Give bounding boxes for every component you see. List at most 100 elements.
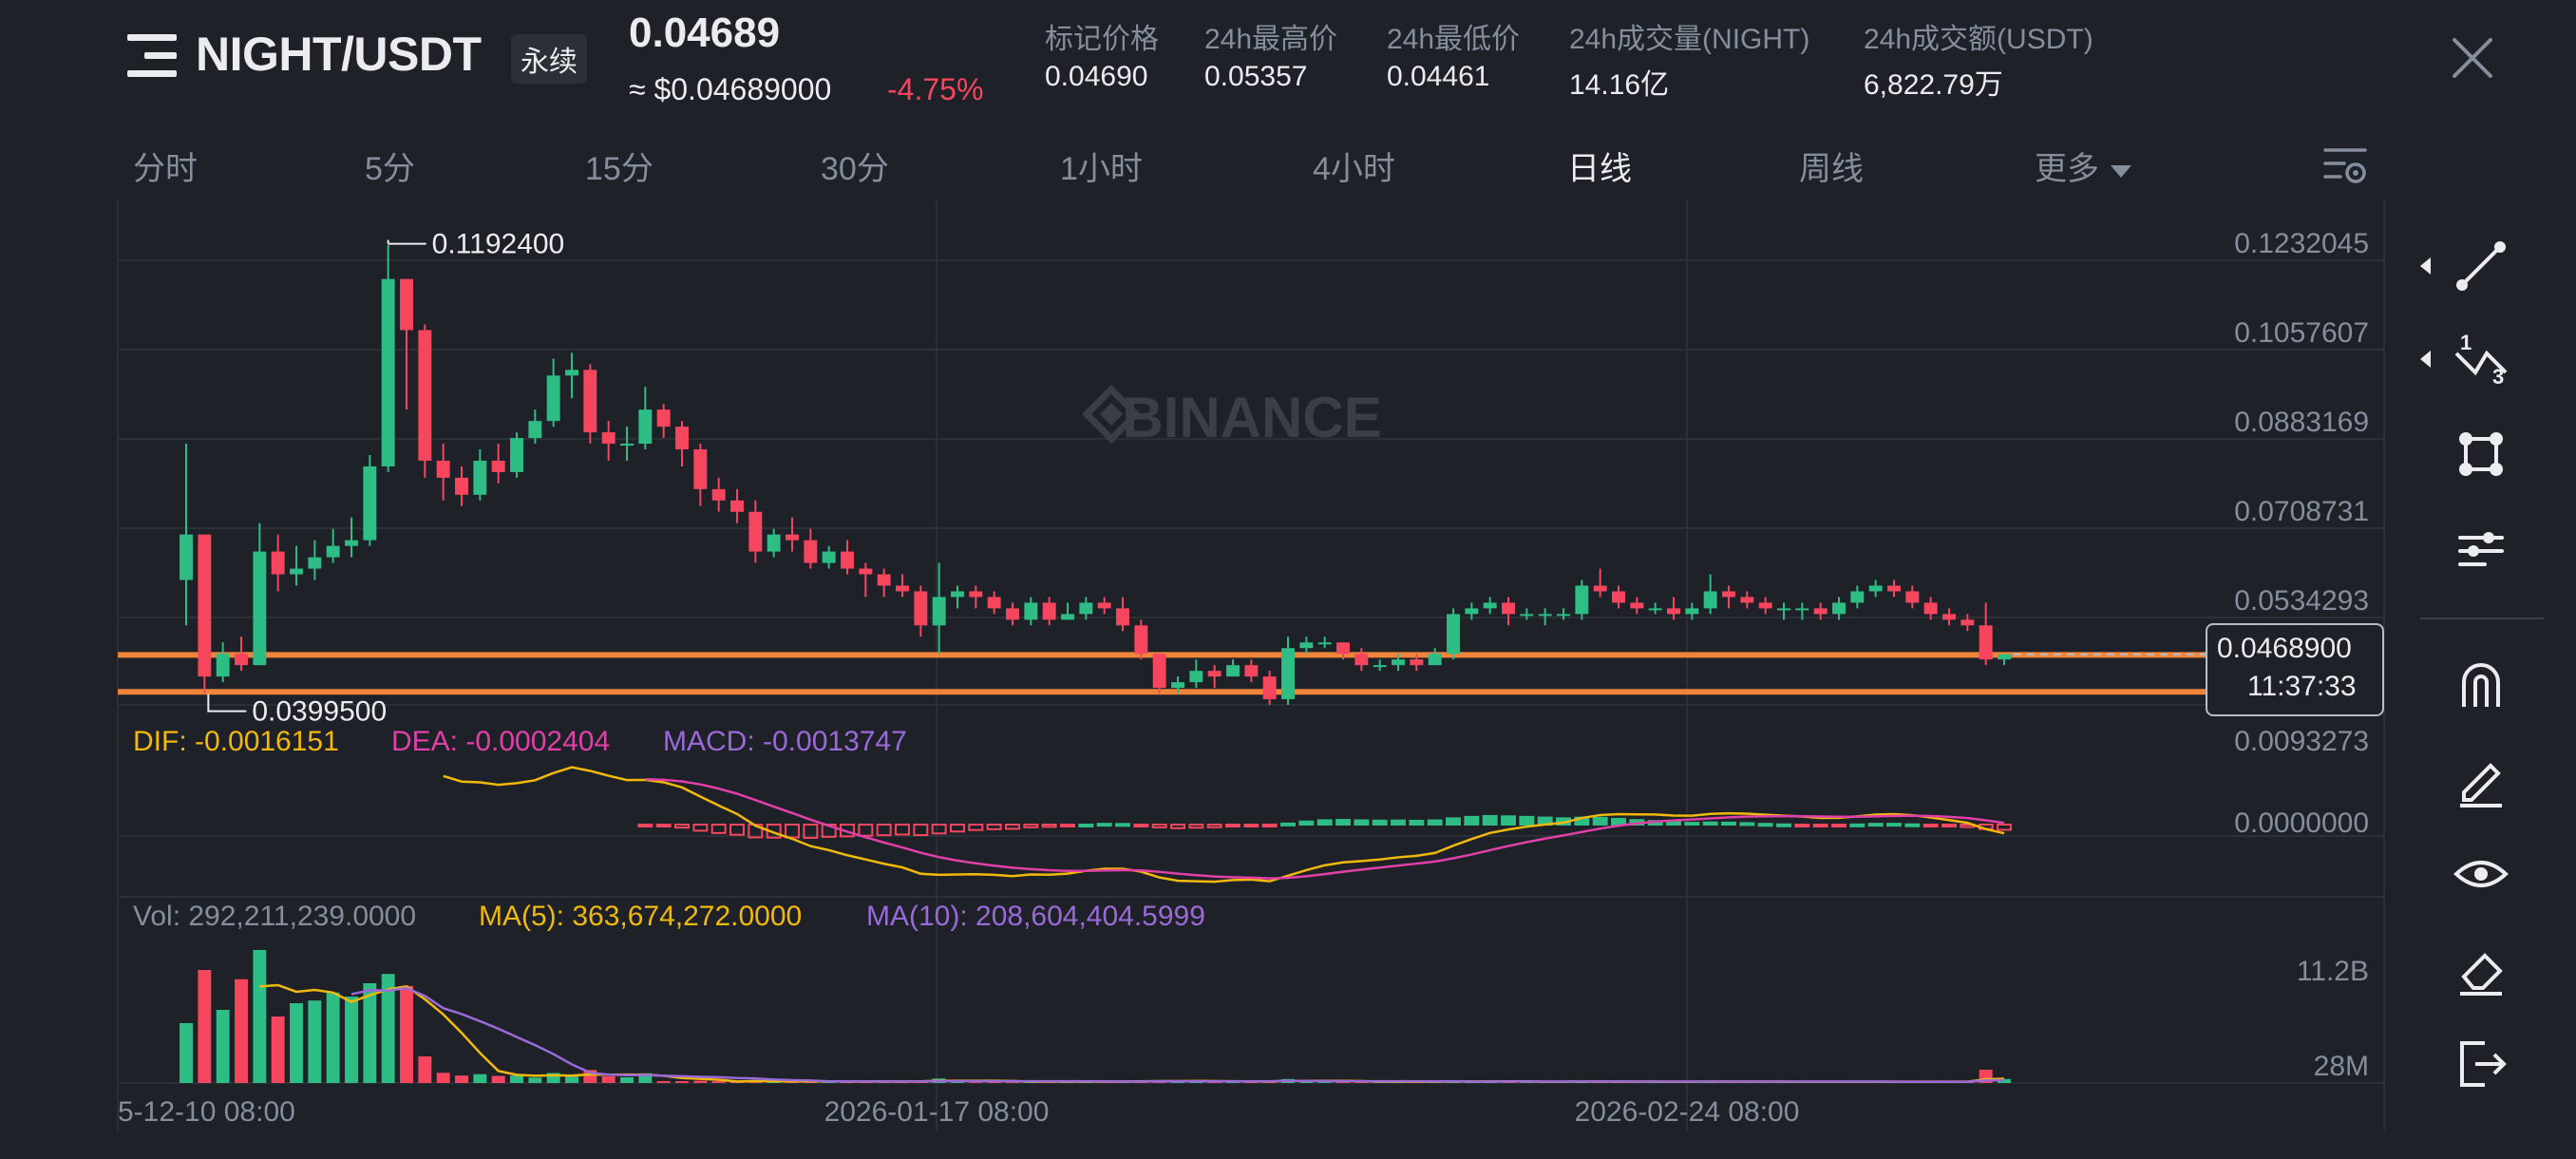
- macd-bar: [1519, 815, 1535, 826]
- macd-bar: [1078, 823, 1094, 827]
- macd-bar: [1005, 824, 1020, 830]
- candle: [216, 654, 230, 677]
- macd-bar: [1904, 823, 1921, 827]
- macd-bar: [1464, 815, 1480, 826]
- candle: [841, 551, 854, 569]
- macd-bar: [1923, 824, 1939, 827]
- tab-more[interactable]: 更多: [2035, 142, 2131, 189]
- candle: [1960, 619, 1975, 626]
- eraser-tool[interactable]: [2447, 935, 2515, 1003]
- candle: [1024, 602, 1038, 620]
- tab-1d[interactable]: 日线: [1567, 151, 1632, 187]
- tab-30m[interactable]: 30分: [821, 151, 889, 187]
- candle: [1832, 602, 1846, 615]
- tab-1h[interactable]: 1小时: [1060, 151, 1143, 187]
- chart-settings-icon[interactable]: [2321, 144, 2369, 188]
- candle: [1868, 585, 1883, 592]
- price-axis-label: 0.0000000: [2234, 808, 2369, 839]
- macd-bar: [785, 824, 800, 839]
- macd-bar: [1041, 824, 1057, 828]
- candle: [748, 511, 763, 552]
- macd-bar: [1592, 816, 1608, 826]
- eye-icon: [2453, 861, 2509, 887]
- macd-bar: [1151, 824, 1167, 828]
- stat-24h-turnover-label: 24h成交额(USDT): [1864, 24, 2093, 55]
- last-price: 0.04689: [629, 10, 781, 56]
- candle: [510, 438, 523, 472]
- macd-bar: [1739, 822, 1755, 826]
- tab-4h[interactable]: 4小时: [1313, 151, 1395, 187]
- volume-bar: [436, 1073, 450, 1083]
- candle: [1428, 654, 1442, 666]
- candle: [381, 278, 395, 466]
- menu-icon[interactable]: [127, 34, 177, 78]
- current-price-box: [2206, 623, 2384, 716]
- close-icon[interactable]: [2449, 34, 2496, 82]
- magnet-tool[interactable]: [2447, 650, 2515, 718]
- shape-tool[interactable]: [2447, 420, 2515, 488]
- price-change-pct: -4.75%: [887, 72, 984, 106]
- expand-arrow-icon[interactable]: [2420, 257, 2431, 275]
- high-price-label: 0.1192400: [432, 229, 565, 260]
- candle: [253, 551, 267, 666]
- candle: [1942, 614, 1956, 620]
- visibility-tool[interactable]: [2447, 840, 2515, 908]
- expand-arrow-icon[interactable]: [2420, 351, 2431, 368]
- macd-bar: [1812, 824, 1828, 827]
- candles: [180, 244, 2011, 705]
- volume-bar: [253, 950, 267, 1083]
- candle: [1189, 671, 1203, 683]
- usd-price: ≈ $0.04689000: [629, 72, 832, 106]
- stat-24h-volume-value: 14.16亿: [1569, 69, 1670, 101]
- macd-bar: [1886, 823, 1902, 827]
- candle: [235, 654, 248, 666]
- candle: [1998, 654, 2011, 660]
- indicator-tool[interactable]: [2447, 515, 2515, 583]
- candle: [1116, 608, 1129, 626]
- date-axis-label: 2026-02-24 08:00: [1575, 1096, 1800, 1128]
- symbol-title[interactable]: NIGHT/USDT: [196, 28, 482, 81]
- pencil-tool[interactable]: [2447, 745, 2515, 813]
- volume-bar: [180, 1023, 193, 1083]
- macd-bar: [1372, 819, 1388, 826]
- price-axis-label: 0.1057607: [2234, 317, 2369, 349]
- stat-24h-low-label: 24h最低价: [1387, 24, 1521, 55]
- candle: [473, 460, 487, 495]
- exit-tool[interactable]: [2447, 1030, 2515, 1098]
- candle: [1740, 597, 1754, 603]
- candle: [400, 278, 413, 331]
- candle: [1667, 608, 1680, 615]
- tab-15m[interactable]: 15分: [585, 151, 653, 187]
- high-annotation-line: [387, 239, 426, 245]
- price-axis-label: 0.1232045: [2234, 228, 2369, 259]
- price-axis-label: 0.0093273: [2234, 726, 2369, 757]
- binance-logo-icon: [1082, 385, 1141, 444]
- svg-text:3: 3: [2492, 365, 2504, 389]
- candle: [1392, 659, 1405, 666]
- macd-bar: [1757, 823, 1773, 827]
- tab-5m[interactable]: 5分: [365, 151, 415, 187]
- macd-bar: [729, 824, 745, 836]
- macd-bar: [1611, 817, 1626, 826]
- macd-bar: [1261, 824, 1278, 827]
- volume-bar: [363, 983, 377, 1083]
- volume-label: Vol: 292,211,239.0000: [133, 901, 416, 932]
- candle: [859, 568, 873, 575]
- volume-bar: [601, 1076, 616, 1083]
- volume-bar: [656, 1081, 671, 1083]
- candle: [1520, 614, 1534, 617]
- macd-bar: [950, 824, 965, 833]
- candle: [1079, 602, 1093, 615]
- volume-bar: [620, 1077, 634, 1083]
- macd-bar: [1867, 823, 1884, 827]
- trend-line-tool[interactable]: [2420, 232, 2515, 300]
- tab-1w[interactable]: 周线: [1799, 151, 1864, 187]
- tab-time-share[interactable]: 分时: [133, 151, 198, 187]
- candle: [528, 421, 542, 439]
- volume-ma10-line: [350, 986, 2005, 1083]
- macd-bar: [1354, 819, 1370, 826]
- price-axis-label: 0.0883169: [2234, 407, 2369, 438]
- candle: [1850, 591, 1865, 603]
